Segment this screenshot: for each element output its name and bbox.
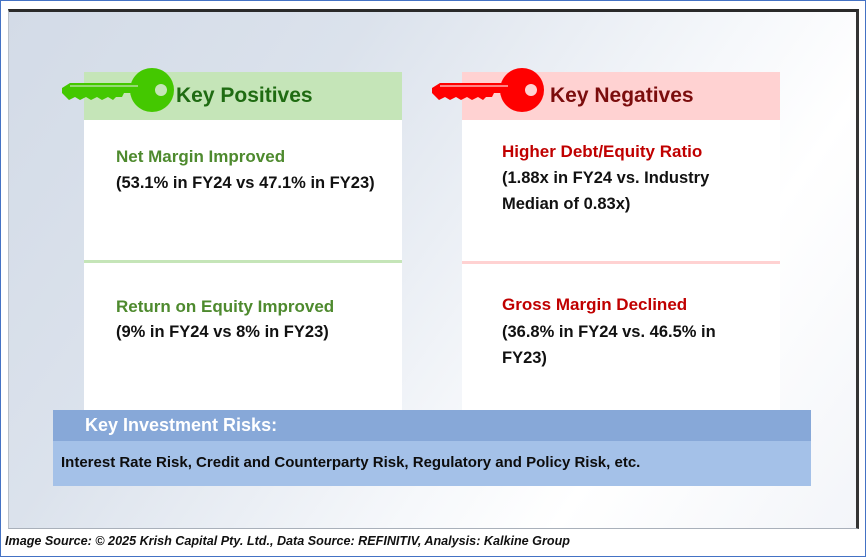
positive-item-title: Net Margin Improved: [116, 147, 286, 166]
positive-divider: [84, 260, 402, 263]
key-negatives-title: Key Negatives: [550, 84, 694, 107]
key-icon: [432, 68, 544, 112]
source-footer: Image Source: © 2025 Krish Capital Pty. …: [5, 534, 570, 548]
key-investment-risks-header: Key Investment Risks:: [53, 410, 811, 441]
negative-item-title: Higher Debt/Equity Ratio: [502, 142, 703, 161]
negative-divider: [462, 261, 780, 264]
positive-item-desc: (53.1% in FY24 vs 47.1% in FY23): [116, 174, 375, 192]
key-investment-risks-text: Interest Rate Risk, Credit and Counterpa…: [61, 454, 641, 471]
negative-item-desc: (1.88x in FY24 vs. Industry Median of 0.…: [502, 169, 710, 213]
positive-item-card: Net Margin Improved (53.1% in FY24 vs 47…: [84, 120, 402, 260]
negative-item-card: Higher Debt/Equity Ratio (1.88x in FY24 …: [462, 120, 780, 261]
key-positives-title: Key Positives: [176, 84, 313, 107]
negative-item-title: Gross Margin Declined: [502, 295, 688, 314]
key-icon: [62, 68, 174, 112]
key-investment-risks-title: Key Investment Risks:: [85, 415, 278, 435]
key-investment-risks-body: Interest Rate Risk, Credit and Counterpa…: [53, 441, 811, 486]
positive-item-card: Return on Equity Improved (9% in FY24 vs…: [84, 263, 402, 410]
positive-item-title: Return on Equity Improved: [116, 297, 335, 316]
positive-item-desc: (9% in FY24 vs 8% in FY23): [116, 323, 329, 341]
key-negatives-header: Key Negatives: [432, 68, 780, 120]
negative-item-desc: (36.8% in FY24 vs. 46.5% in FY23): [502, 323, 716, 367]
key-positives-header: Key Positives: [62, 68, 402, 120]
negative-item-card: Gross Margin Declined (36.8% in FY24 vs.…: [462, 264, 780, 410]
